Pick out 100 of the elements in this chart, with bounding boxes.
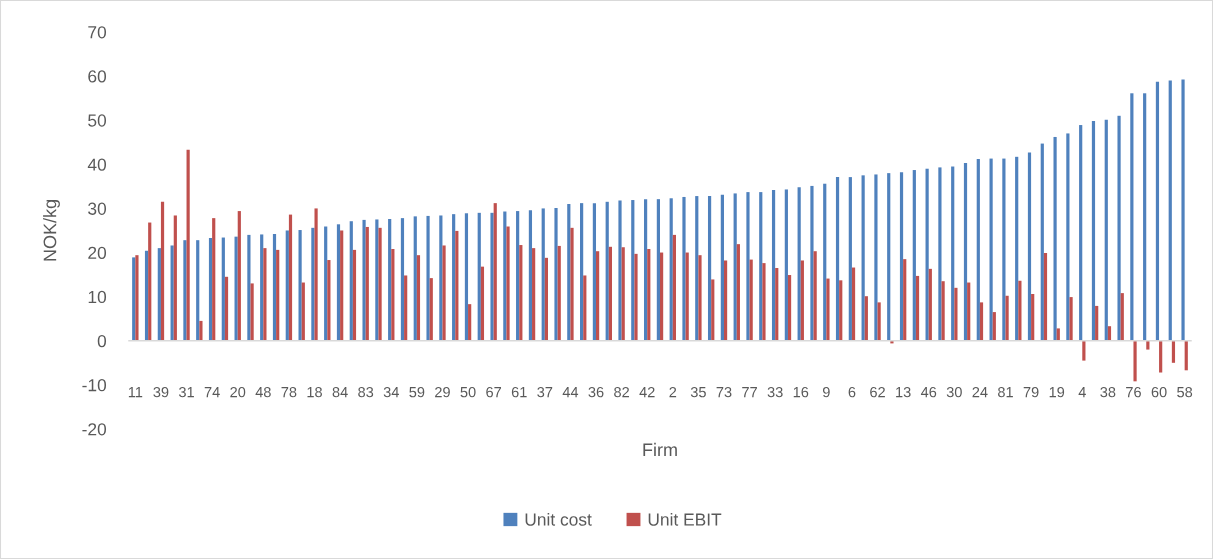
x-tick-label: 46 xyxy=(920,386,937,398)
bar xyxy=(1171,340,1176,363)
bar xyxy=(416,255,421,341)
bar xyxy=(516,211,520,341)
bar xyxy=(720,194,724,341)
bar xyxy=(439,215,443,341)
bar xyxy=(1082,340,1086,361)
x-tick-label: 60 xyxy=(1151,386,1167,398)
bar xyxy=(260,234,264,341)
bar xyxy=(656,199,660,341)
bar xyxy=(605,201,609,341)
bar xyxy=(1184,340,1188,371)
bar xyxy=(592,203,597,341)
bar xyxy=(1015,156,1019,341)
bar xyxy=(1069,297,1073,341)
bar xyxy=(749,259,753,341)
bar xyxy=(797,187,801,341)
x-tick-label: 11 xyxy=(128,387,143,398)
x-tick-label: 61 xyxy=(511,386,527,398)
x-tick-label: 58 xyxy=(1177,386,1193,398)
bar xyxy=(848,177,852,341)
bar xyxy=(429,278,433,341)
bar xyxy=(272,234,277,341)
bar xyxy=(989,158,993,341)
bar xyxy=(455,230,459,341)
x-tick-label: 9 xyxy=(822,386,830,398)
bar xyxy=(746,192,750,341)
bar xyxy=(647,249,651,341)
x-tick-label: 73 xyxy=(716,386,732,398)
x-tick-label: 31 xyxy=(178,386,194,398)
bar xyxy=(298,230,302,341)
bar xyxy=(992,312,996,341)
bar xyxy=(823,183,827,341)
x-tick-label: 38 xyxy=(1100,386,1116,398)
bar xyxy=(1095,305,1099,341)
y-tick-label: 0 xyxy=(97,334,107,348)
bar xyxy=(570,227,574,341)
x-tick-label: 18 xyxy=(307,386,322,398)
bar xyxy=(224,276,229,341)
bar xyxy=(631,200,635,341)
bar xyxy=(288,214,293,341)
bar xyxy=(1155,81,1160,341)
bar xyxy=(1117,115,1121,341)
bar xyxy=(890,340,894,344)
bar xyxy=(682,196,686,341)
bar xyxy=(1005,295,1009,341)
y-tick-label: 10 xyxy=(88,290,107,304)
bar xyxy=(874,174,878,341)
x-tick-label: 37 xyxy=(537,386,553,398)
x-tick-label: 34 xyxy=(383,386,399,398)
bar xyxy=(775,267,779,341)
bar xyxy=(762,263,766,341)
bar xyxy=(733,193,737,341)
bar xyxy=(954,287,958,341)
bar xyxy=(967,282,971,341)
bar xyxy=(234,236,238,341)
bar xyxy=(544,257,549,341)
bar xyxy=(621,247,625,341)
bar xyxy=(1066,133,1070,341)
bar xyxy=(1168,80,1172,341)
x-tick-label: 79 xyxy=(1023,386,1039,398)
bar xyxy=(480,266,485,341)
bar xyxy=(1056,328,1060,341)
bar xyxy=(877,302,881,341)
bar xyxy=(583,275,587,341)
bar xyxy=(851,267,856,341)
bar xyxy=(887,173,891,341)
bar xyxy=(375,219,379,341)
bar xyxy=(1159,340,1163,373)
bar xyxy=(861,175,865,341)
bar xyxy=(1018,280,1022,341)
bar xyxy=(736,244,740,341)
x-tick-label: 13 xyxy=(896,386,911,398)
bar xyxy=(634,253,638,341)
bar xyxy=(490,212,494,341)
bar xyxy=(979,302,984,341)
bar xyxy=(711,279,715,341)
x-tick-label: 82 xyxy=(614,386,629,398)
bar xyxy=(327,260,331,341)
bar xyxy=(1002,158,1006,341)
bar xyxy=(672,234,676,341)
x-tick-label: 50 xyxy=(460,386,476,398)
bar xyxy=(468,304,472,341)
x-tick-label: 36 xyxy=(588,386,604,398)
bar xyxy=(250,283,254,341)
bar xyxy=(580,203,584,341)
bar xyxy=(810,185,814,341)
y-tick-label: -10 xyxy=(82,379,107,392)
bar xyxy=(567,204,571,341)
bar xyxy=(212,218,216,341)
y-tick-label: 50 xyxy=(88,114,107,127)
bar xyxy=(314,208,318,341)
bar xyxy=(183,240,187,341)
bar xyxy=(237,211,241,341)
bar xyxy=(263,248,267,341)
bar xyxy=(1053,136,1057,341)
bar xyxy=(1079,125,1083,341)
x-tick-label: 81 xyxy=(998,386,1013,398)
bar xyxy=(813,251,817,341)
bar xyxy=(464,213,469,341)
